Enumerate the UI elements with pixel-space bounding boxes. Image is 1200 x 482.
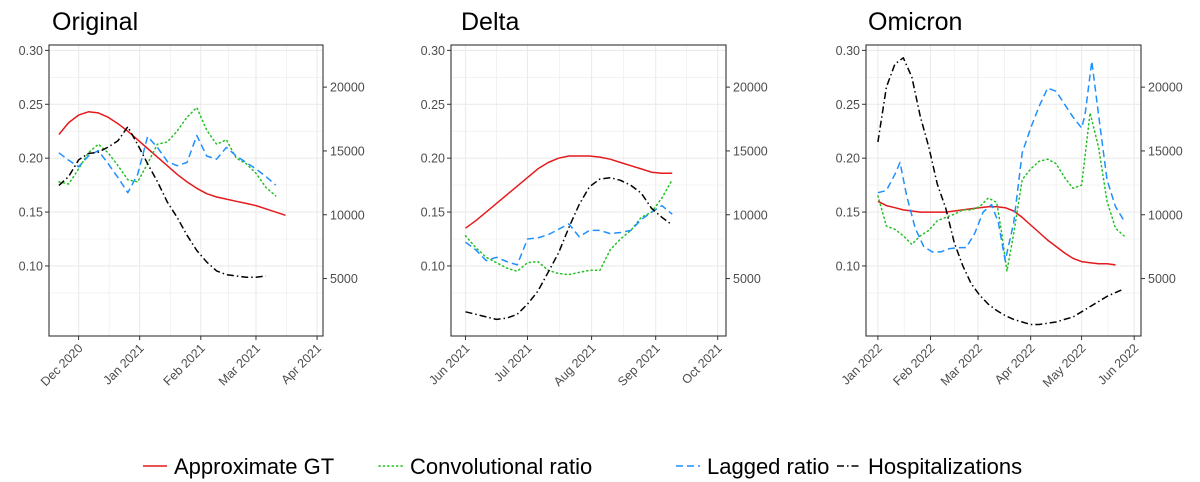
- x-axis: Jun 2021 Jul 2021 Aug 2021 Sep 2021 Oct 2021: [426, 336, 725, 389]
- panel-delta: Delta 0.10 0.15 0.20 0.25 0.30 5000 10000 15000 2…: [421, 8, 768, 389]
- y2-tick-label: 10000: [330, 208, 365, 222]
- series-group: [58, 106, 286, 279]
- y-tick-label: 0.15: [421, 206, 445, 220]
- legend-label: Approximate GT: [174, 454, 334, 479]
- series-line-lagged-ratio: [58, 134, 277, 194]
- y2-tick-label: 20000: [330, 81, 365, 95]
- series-line-hospitalizations: [465, 176, 673, 321]
- x-tick-label: Jul 2021: [491, 341, 534, 384]
- panel-border: [450, 44, 727, 337]
- legend-item-hospitalizations: Hospitalizations: [837, 454, 1022, 479]
- x-tick-label: Feb 2022: [890, 341, 937, 388]
- x-tick-label: Jan 2021: [101, 341, 147, 387]
- y-tick-label: 0.30: [19, 44, 43, 58]
- y-tick-label: 0.15: [836, 206, 860, 220]
- gridlines: [451, 45, 726, 336]
- y2-tick-label: 15000: [1148, 144, 1183, 158]
- series-line-approximate-gt: [877, 200, 1116, 266]
- panel-title: Delta: [461, 8, 519, 36]
- y-axis-right: 5000 10000 15000 20000: [323, 81, 365, 286]
- series-group: [464, 155, 673, 321]
- legend-label: Hospitalizations: [868, 454, 1022, 479]
- y2-tick-label: 10000: [733, 208, 768, 222]
- x-tick-label: Jun 2021: [426, 341, 472, 387]
- x-tick-label: May 2022: [1040, 341, 1089, 390]
- y-tick-label: 0.10: [19, 259, 43, 273]
- y2-tick-label: 5000: [733, 272, 761, 286]
- x-tick-label: Apr 2022: [992, 341, 1038, 387]
- y2-tick-label: 15000: [733, 144, 768, 158]
- y-axis-left: 0.10 0.15 0.20 0.25 0.30: [421, 44, 451, 273]
- legend-item-lagged-ratio: Lagged ratio: [676, 454, 829, 479]
- plot-background: [866, 45, 1141, 336]
- legend-item-approximate-gt: Approximate GT: [143, 454, 334, 479]
- panel-title: Original: [52, 8, 138, 36]
- x-axis: Dec 2020 Jan 2021 Feb 2021 Mar 2021 Apr 2021: [38, 336, 324, 389]
- y-tick-label: 0.25: [19, 98, 43, 112]
- x-tick-label: Oct 2021: [679, 341, 725, 387]
- y2-tick-label: 15000: [330, 144, 365, 158]
- y-tick-label: 0.25: [836, 98, 860, 112]
- series-line-approximate-gt: [465, 155, 673, 229]
- y2-tick-label: 5000: [1148, 272, 1176, 286]
- y-tick-label: 0.30: [836, 44, 860, 58]
- series-line-hospitalizations: [877, 57, 1125, 326]
- plot-background: [451, 45, 726, 336]
- y-tick-label: 0.20: [421, 152, 445, 166]
- legend-label: Convolutional ratio: [410, 454, 592, 479]
- series-line-convolutional-ratio: [58, 106, 277, 197]
- series-line-convolutional-ratio: [877, 112, 1125, 273]
- x-tick-label: Feb 2021: [161, 341, 208, 388]
- panel-omicron: Omicron 0.10 0.15 0.20 0.25 0.30 5000 10000 1500…: [836, 8, 1183, 390]
- y-tick-label: 0.30: [421, 44, 445, 58]
- y-tick-label: 0.10: [836, 259, 860, 273]
- y-tick-label: 0.20: [836, 152, 860, 166]
- x-tick-label: Dec 2020: [38, 341, 86, 389]
- y-axis-right: 5000 10000 15000 20000: [726, 81, 768, 286]
- x-tick-label: Mar 2022: [938, 341, 985, 388]
- y-axis-left: 0.10 0.15 0.20 0.25 0.30: [836, 44, 866, 273]
- series-line-lagged-ratio: [877, 60, 1125, 262]
- x-axis: Jan 2022 Feb 2022 Mar 2022 Apr 2022 May 2022…: [839, 336, 1141, 390]
- series-line-convolutional-ratio: [464, 178, 673, 276]
- series-line-lagged-ratio: [465, 204, 673, 266]
- x-tick-label: Sep 2021: [615, 341, 663, 389]
- series-line-approximate-gt: [58, 111, 286, 217]
- gridlines: [866, 45, 1141, 336]
- y-tick-label: 0.15: [19, 206, 43, 220]
- x-tick-label: Apr 2021: [278, 341, 324, 387]
- y2-tick-label: 10000: [1148, 208, 1183, 222]
- x-tick-label: Mar 2021: [216, 341, 263, 388]
- y-tick-label: 0.10: [421, 259, 445, 273]
- legend-label: Lagged ratio: [707, 454, 829, 479]
- panels: Original 0.10 0.15 0.20 0.25 0.30 5000 10000 150…: [19, 8, 1183, 390]
- panel-original: Original 0.10 0.15 0.20 0.25 0.30 5000 10000 150…: [19, 8, 365, 389]
- plot-background: [49, 45, 323, 336]
- legend: Approximate GT Convolutional ratio Lagged …: [143, 454, 1022, 479]
- y-tick-label: 0.25: [421, 98, 445, 112]
- panel-title: Omicron: [868, 8, 962, 36]
- x-tick-label: Jan 2022: [839, 341, 885, 387]
- y-tick-label: 0.20: [19, 152, 43, 166]
- y2-tick-label: 20000: [733, 81, 768, 95]
- y-axis-right: 5000 10000 15000 20000: [1141, 81, 1183, 286]
- series-line-hospitalizations: [58, 125, 266, 279]
- legend-item-convolutional-ratio: Convolutional ratio: [378, 454, 592, 479]
- series-group: [877, 57, 1125, 326]
- panel-border: [48, 44, 324, 337]
- y-axis-left: 0.10 0.15 0.20 0.25 0.30: [19, 44, 49, 273]
- x-tick-label: Jun 2022: [1095, 341, 1141, 387]
- y2-tick-label: 20000: [1148, 81, 1183, 95]
- panel-border: [865, 44, 1142, 337]
- y2-tick-label: 5000: [330, 272, 358, 286]
- x-tick-label: Aug 2021: [551, 341, 599, 389]
